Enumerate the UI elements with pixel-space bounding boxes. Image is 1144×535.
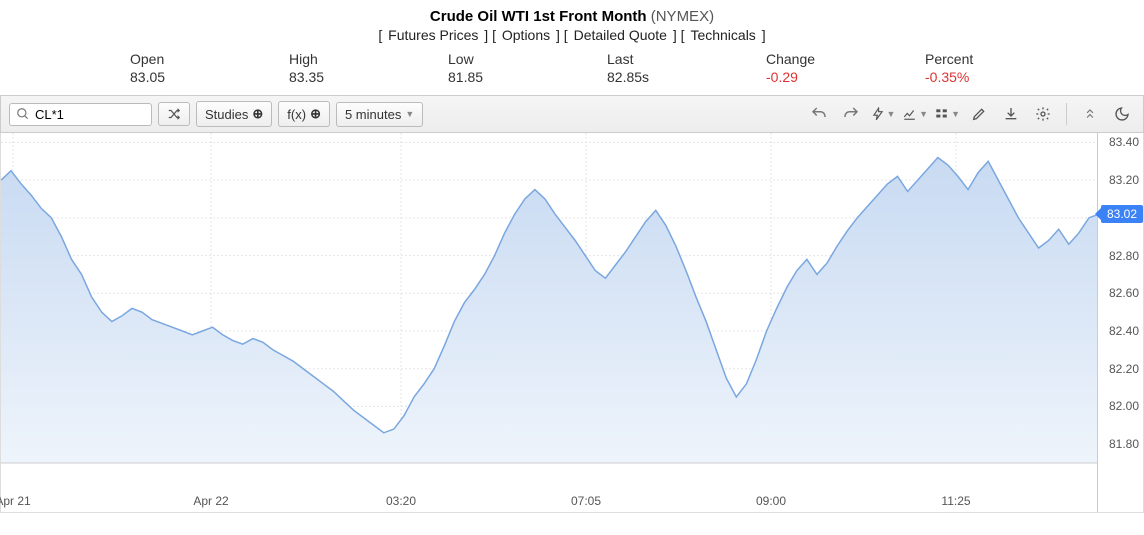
shuffle-button[interactable] — [158, 102, 190, 126]
layout-dropdown[interactable]: ▼ — [934, 101, 960, 127]
stat-value: -0.29 — [766, 69, 925, 85]
x-tick-label: 11:25 — [941, 494, 970, 508]
instrument-title: Crude Oil WTI 1st Front Month — [430, 8, 647, 25]
chart-toolbar: Studies ⊕ f(x) ⊕ 5 minutes ▼ ▼ ▼ ▼ — [0, 95, 1144, 133]
stat-label: Percent — [925, 51, 1084, 67]
bolt-dropdown[interactable]: ▼ — [870, 101, 896, 127]
fx-button[interactable]: f(x) ⊕ — [278, 101, 330, 127]
redo-button[interactable] — [838, 101, 864, 127]
studies-button[interactable]: Studies ⊕ — [196, 101, 272, 127]
chart-header: Crude Oil WTI 1st Front Month (NYMEX) [ … — [0, 0, 1144, 47]
plus-icon: ⊕ — [310, 106, 321, 122]
plus-icon: ⊕ — [252, 106, 263, 122]
stat-block: Open 83.05 — [130, 51, 289, 85]
stat-block: Last 82.85s — [607, 51, 766, 85]
stat-label: Low — [448, 51, 607, 67]
settings-button[interactable] — [1030, 101, 1056, 127]
undo-button[interactable] — [806, 101, 832, 127]
stat-value: 81.85 — [448, 69, 607, 85]
header-link[interactable]: Technicals — [688, 27, 757, 43]
stat-block: Change -0.29 — [766, 51, 925, 85]
chart-type-dropdown[interactable]: ▼ — [902, 101, 928, 127]
x-tick-label: Apr 21 — [0, 494, 31, 508]
exchange-label: (NYMEX) — [651, 8, 714, 25]
shuffle-icon — [167, 107, 181, 121]
stat-label: High — [289, 51, 448, 67]
y-tick-label: 82.40 — [1109, 324, 1139, 338]
stat-block: Low 81.85 — [448, 51, 607, 85]
collapse-button[interactable] — [1077, 101, 1103, 127]
stat-value: 83.35 — [289, 69, 448, 85]
search-icon — [16, 107, 30, 121]
y-tick-label: 81.80 — [1109, 437, 1139, 451]
x-tick-label: 03:20 — [386, 494, 416, 508]
x-tick-label: 09:00 — [756, 494, 786, 508]
header-links: [ Futures Prices ] [ Options ] [ Detaile… — [0, 27, 1144, 43]
stat-label: Change — [766, 51, 925, 67]
x-tick-label: 07:05 — [571, 494, 601, 508]
theme-button[interactable] — [1109, 101, 1135, 127]
y-tick-label: 83.40 — [1109, 135, 1139, 149]
y-axis: 81.8082.0082.2082.4082.6082.8083.0083.20… — [1097, 133, 1143, 512]
y-tick-label: 82.80 — [1109, 249, 1139, 263]
stat-label: Last — [607, 51, 766, 67]
header-link[interactable]: Options — [500, 27, 552, 43]
y-tick-label: 82.00 — [1109, 399, 1139, 413]
header-link[interactable]: Futures Prices — [386, 27, 480, 43]
stat-block: Percent -0.35% — [925, 51, 1084, 85]
stats-row: Open 83.05High 83.35Low 81.85Last 82.85sChan… — [0, 47, 1144, 95]
price-chart[interactable]: 81.8082.0082.2082.4082.6082.8083.0083.20… — [0, 133, 1144, 513]
y-tick-label: 82.60 — [1109, 286, 1139, 300]
stat-label: Open — [130, 51, 289, 67]
stat-value: 83.05 — [130, 69, 289, 85]
chart-canvas — [1, 133, 1099, 488]
y-tick-label: 83.20 — [1109, 173, 1139, 187]
current-price-tag: 83.02 — [1101, 205, 1143, 223]
stat-block: High 83.35 — [289, 51, 448, 85]
stat-value: 82.85s — [607, 69, 766, 85]
download-button[interactable] — [998, 101, 1024, 127]
chevron-down-icon: ▼ — [405, 109, 414, 119]
stat-value: -0.35% — [925, 69, 1084, 85]
header-link[interactable]: Detailed Quote — [572, 27, 669, 43]
symbol-input[interactable] — [35, 107, 145, 122]
y-tick-label: 82.20 — [1109, 362, 1139, 376]
x-tick-label: Apr 22 — [193, 494, 228, 508]
draw-button[interactable] — [966, 101, 992, 127]
symbol-search[interactable] — [9, 103, 152, 126]
interval-dropdown[interactable]: 5 minutes ▼ — [336, 102, 423, 127]
